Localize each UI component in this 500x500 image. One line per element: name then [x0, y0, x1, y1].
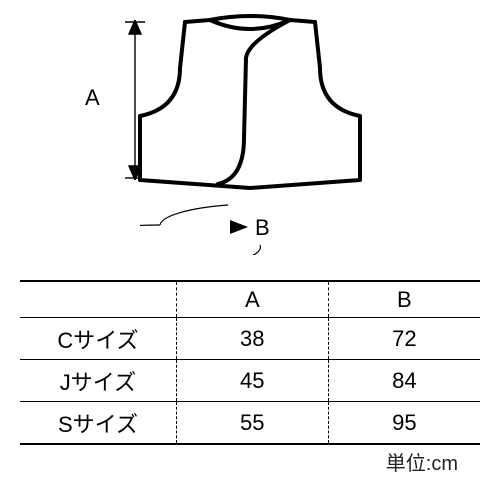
- cell-b: 84: [328, 360, 480, 402]
- table-header-b: B: [328, 281, 480, 318]
- size-table: A B Cサイズ 38 72 Jサイズ 45 84 Sサイズ 55 95 単位:…: [20, 280, 480, 476]
- label-a: A: [85, 85, 100, 111]
- row-label: Jサイズ: [20, 360, 176, 402]
- cell-a: 55: [176, 402, 328, 445]
- row-label: Sサイズ: [20, 402, 176, 445]
- dimension-a: [115, 20, 145, 180]
- vest-outline: [100, 8, 400, 208]
- table-header-a: A: [176, 281, 328, 318]
- label-b: B: [255, 215, 270, 241]
- cell-b: 72: [328, 318, 480, 360]
- garment-diagram: A B: [0, 0, 500, 280]
- cell-a: 45: [176, 360, 328, 402]
- unit-label: 単位:cm: [20, 445, 480, 476]
- cell-b: 95: [328, 402, 480, 445]
- table-header-blank: [20, 281, 176, 318]
- row-label: Cサイズ: [20, 318, 176, 360]
- cell-a: 38: [176, 318, 328, 360]
